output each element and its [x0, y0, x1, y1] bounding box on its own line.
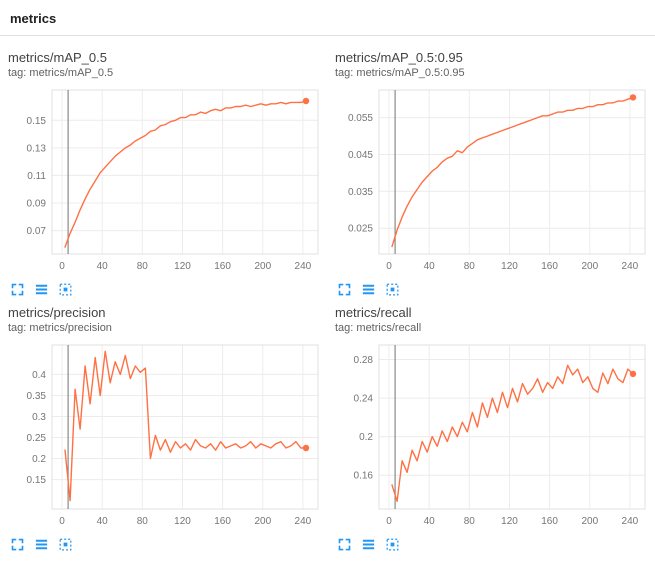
svg-text:0.24: 0.24	[354, 394, 374, 405]
chart-title: metrics/mAP_0.5:0.95	[335, 50, 463, 65]
svg-text:0.055: 0.055	[348, 113, 373, 124]
line-chart-map05[interactable]: 0 40 80 120 160 200 240 0.07 0.09 0.11 0.13 0.15	[8, 82, 328, 278]
svg-text:0.025: 0.025	[348, 224, 373, 235]
svg-text:160: 160	[541, 516, 558, 527]
svg-text:160: 160	[214, 261, 231, 272]
svg-text:0.15: 0.15	[27, 475, 47, 486]
chart-card-recall: metrics/recall tag: metrics/recall 0 40 80…	[335, 305, 655, 552]
svg-text:0.035: 0.035	[348, 187, 373, 198]
svg-text:120: 120	[501, 261, 518, 272]
chart-tag: tag: metrics/mAP_0.5	[8, 67, 114, 79]
charts-grid: metrics/mAP_0.5 tag: metrics/mAP_0.5 0 40…	[0, 36, 655, 552]
svg-text:240: 240	[622, 261, 639, 272]
chart-title: metrics/mAP_0.5	[8, 50, 107, 65]
svg-text:0.07: 0.07	[27, 226, 47, 237]
svg-text:0.35: 0.35	[27, 391, 47, 402]
fit-domain-icon[interactable]	[385, 282, 400, 297]
svg-text:200: 200	[254, 516, 271, 527]
svg-text:0.09: 0.09	[27, 199, 47, 210]
expand-chart-icon[interactable]	[337, 537, 352, 552]
svg-text:40: 40	[97, 516, 109, 527]
svg-text:0: 0	[386, 261, 392, 272]
chart-toolbar	[335, 537, 655, 552]
svg-text:0.3: 0.3	[32, 412, 46, 423]
svg-text:80: 80	[464, 516, 476, 527]
toggle-y-axis-icon[interactable]	[34, 282, 49, 297]
svg-text:200: 200	[254, 261, 271, 272]
svg-text:240: 240	[295, 261, 312, 272]
chart-toolbar	[8, 537, 328, 552]
svg-text:240: 240	[295, 516, 312, 527]
chart-title: metrics/precision	[8, 305, 106, 320]
chart-title: metrics/recall	[335, 305, 412, 320]
svg-text:120: 120	[501, 516, 518, 527]
svg-text:200: 200	[581, 261, 598, 272]
fit-domain-icon[interactable]	[58, 282, 73, 297]
svg-text:0.28: 0.28	[354, 355, 374, 366]
svg-text:0.11: 0.11	[27, 171, 46, 182]
fit-domain-icon[interactable]	[385, 537, 400, 552]
svg-text:160: 160	[541, 261, 558, 272]
svg-text:0.25: 0.25	[27, 433, 47, 444]
svg-text:40: 40	[97, 261, 109, 272]
svg-text:160: 160	[214, 516, 231, 527]
toggle-y-axis-icon[interactable]	[34, 537, 49, 552]
chart-card-map05: metrics/mAP_0.5 tag: metrics/mAP_0.5 0 40…	[8, 50, 328, 297]
fit-domain-icon[interactable]	[58, 537, 73, 552]
svg-text:80: 80	[464, 261, 476, 272]
svg-text:0: 0	[59, 261, 65, 272]
svg-text:80: 80	[137, 516, 149, 527]
svg-text:0: 0	[59, 516, 65, 527]
line-chart-recall[interactable]: 0 40 80 120 160 200 240 0.16 0.2 0.24 0.28	[335, 337, 655, 533]
svg-text:200: 200	[581, 516, 598, 527]
svg-text:40: 40	[424, 261, 436, 272]
svg-text:120: 120	[174, 261, 191, 272]
svg-text:0.4: 0.4	[32, 370, 46, 381]
toggle-y-axis-icon[interactable]	[361, 537, 376, 552]
svg-text:80: 80	[137, 261, 149, 272]
line-chart-map05095[interactable]: 0 40 80 120 160 200 240 0.025 0.035 0.045 0.055	[335, 82, 655, 278]
expand-chart-icon[interactable]	[337, 282, 352, 297]
expand-chart-icon[interactable]	[10, 282, 25, 297]
svg-text:0: 0	[386, 516, 392, 527]
chart-tag: tag: metrics/precision	[8, 322, 112, 334]
svg-text:0.045: 0.045	[348, 150, 373, 161]
chart-toolbar	[335, 282, 655, 297]
header-divider	[0, 35, 655, 36]
svg-text:0.2: 0.2	[359, 432, 373, 443]
svg-text:0.16: 0.16	[354, 471, 374, 482]
svg-text:0.15: 0.15	[27, 116, 47, 127]
svg-text:240: 240	[622, 516, 639, 527]
page-title: metrics	[10, 11, 57, 26]
chart-card-precision: metrics/precision tag: metrics/precision…	[8, 305, 328, 552]
toggle-y-axis-icon[interactable]	[361, 282, 376, 297]
line-chart-precision[interactable]: 0 40 80 120 160 200 240 0.15 0.2 0.25 0.3 0.35 0.4	[8, 337, 328, 533]
svg-text:40: 40	[424, 516, 436, 527]
chart-toolbar	[8, 282, 328, 297]
svg-text:0.13: 0.13	[27, 143, 47, 154]
svg-text:120: 120	[174, 516, 191, 527]
chart-tag: tag: metrics/mAP_0.5:0.95	[335, 67, 465, 79]
svg-text:0.2: 0.2	[32, 454, 46, 465]
chart-card-map05095: metrics/mAP_0.5:0.95 tag: metrics/mAP_0.…	[335, 50, 655, 297]
expand-chart-icon[interactable]	[10, 537, 25, 552]
chart-tag: tag: metrics/recall	[335, 322, 422, 334]
